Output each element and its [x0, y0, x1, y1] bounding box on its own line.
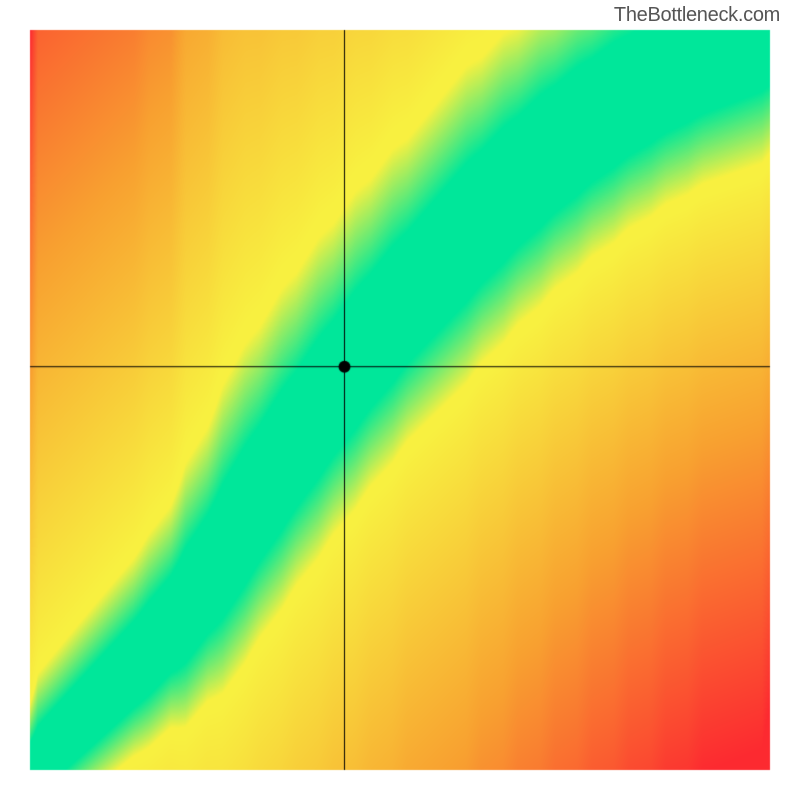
chart-container: TheBottleneck.com	[0, 0, 800, 800]
watermark-text: TheBottleneck.com	[614, 4, 780, 27]
heatmap-canvas	[0, 0, 800, 800]
